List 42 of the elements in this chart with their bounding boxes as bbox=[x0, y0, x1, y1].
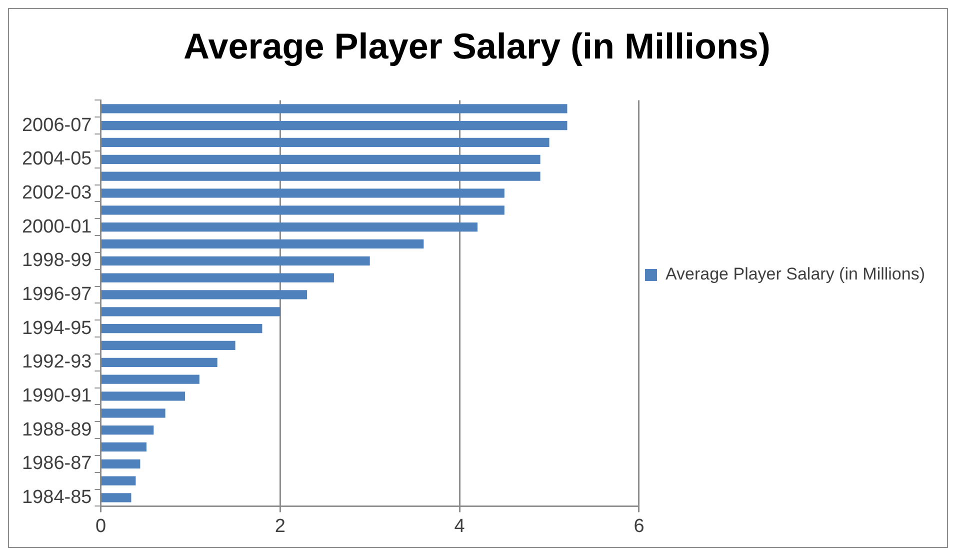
y-tick-label: 1990-91 bbox=[22, 385, 92, 406]
y-tick-label: 2004-05 bbox=[22, 148, 92, 170]
bar bbox=[101, 476, 136, 486]
bar bbox=[101, 324, 262, 334]
legend-label: Average Player Salary (in Millions) bbox=[665, 264, 926, 284]
bar bbox=[101, 426, 154, 435]
y-tick-label: 2000-01 bbox=[22, 216, 92, 238]
bar bbox=[101, 374, 200, 384]
bar bbox=[101, 222, 478, 232]
y-tick-label: 1988-89 bbox=[22, 419, 92, 440]
bar bbox=[101, 121, 568, 130]
bar bbox=[101, 273, 334, 282]
x-tick-label: 0 bbox=[95, 516, 106, 537]
bar bbox=[101, 256, 370, 266]
y-tick-label: 1992-93 bbox=[22, 352, 92, 373]
x-tick-label: 6 bbox=[634, 516, 644, 537]
bar bbox=[101, 138, 550, 148]
y-tick-label: 1994-95 bbox=[22, 318, 92, 339]
chart-title: Average Player Salary (in Millions) bbox=[184, 26, 770, 67]
x-tick-label: 4 bbox=[454, 516, 466, 537]
bar bbox=[101, 442, 146, 452]
bar bbox=[101, 358, 218, 367]
bar bbox=[101, 154, 540, 164]
bar bbox=[101, 290, 308, 300]
y-tick-label: 1998-99 bbox=[22, 250, 92, 272]
bar bbox=[101, 459, 140, 468]
y-tick-label: 1984-85 bbox=[22, 486, 92, 508]
bar bbox=[101, 392, 186, 401]
y-tick-label: 1986-87 bbox=[22, 453, 92, 474]
bar bbox=[101, 408, 166, 418]
bar bbox=[101, 188, 504, 198]
bar bbox=[101, 104, 568, 114]
bar bbox=[101, 206, 504, 215]
x-tick-label: 2 bbox=[274, 516, 286, 537]
y-tick-label: 1996-97 bbox=[22, 284, 92, 305]
bar bbox=[101, 172, 540, 181]
y-tick-label: 2002-03 bbox=[22, 182, 92, 204]
bar bbox=[101, 239, 424, 249]
bar bbox=[101, 307, 280, 316]
bar bbox=[101, 340, 236, 350]
y-tick-label: 2006-07 bbox=[22, 114, 92, 136]
bar bbox=[101, 493, 132, 502]
